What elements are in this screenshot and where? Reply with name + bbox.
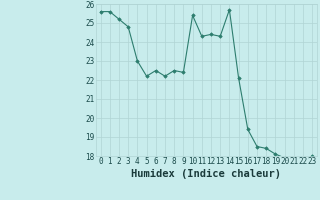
X-axis label: Humidex (Indice chaleur): Humidex (Indice chaleur) [132,169,281,179]
